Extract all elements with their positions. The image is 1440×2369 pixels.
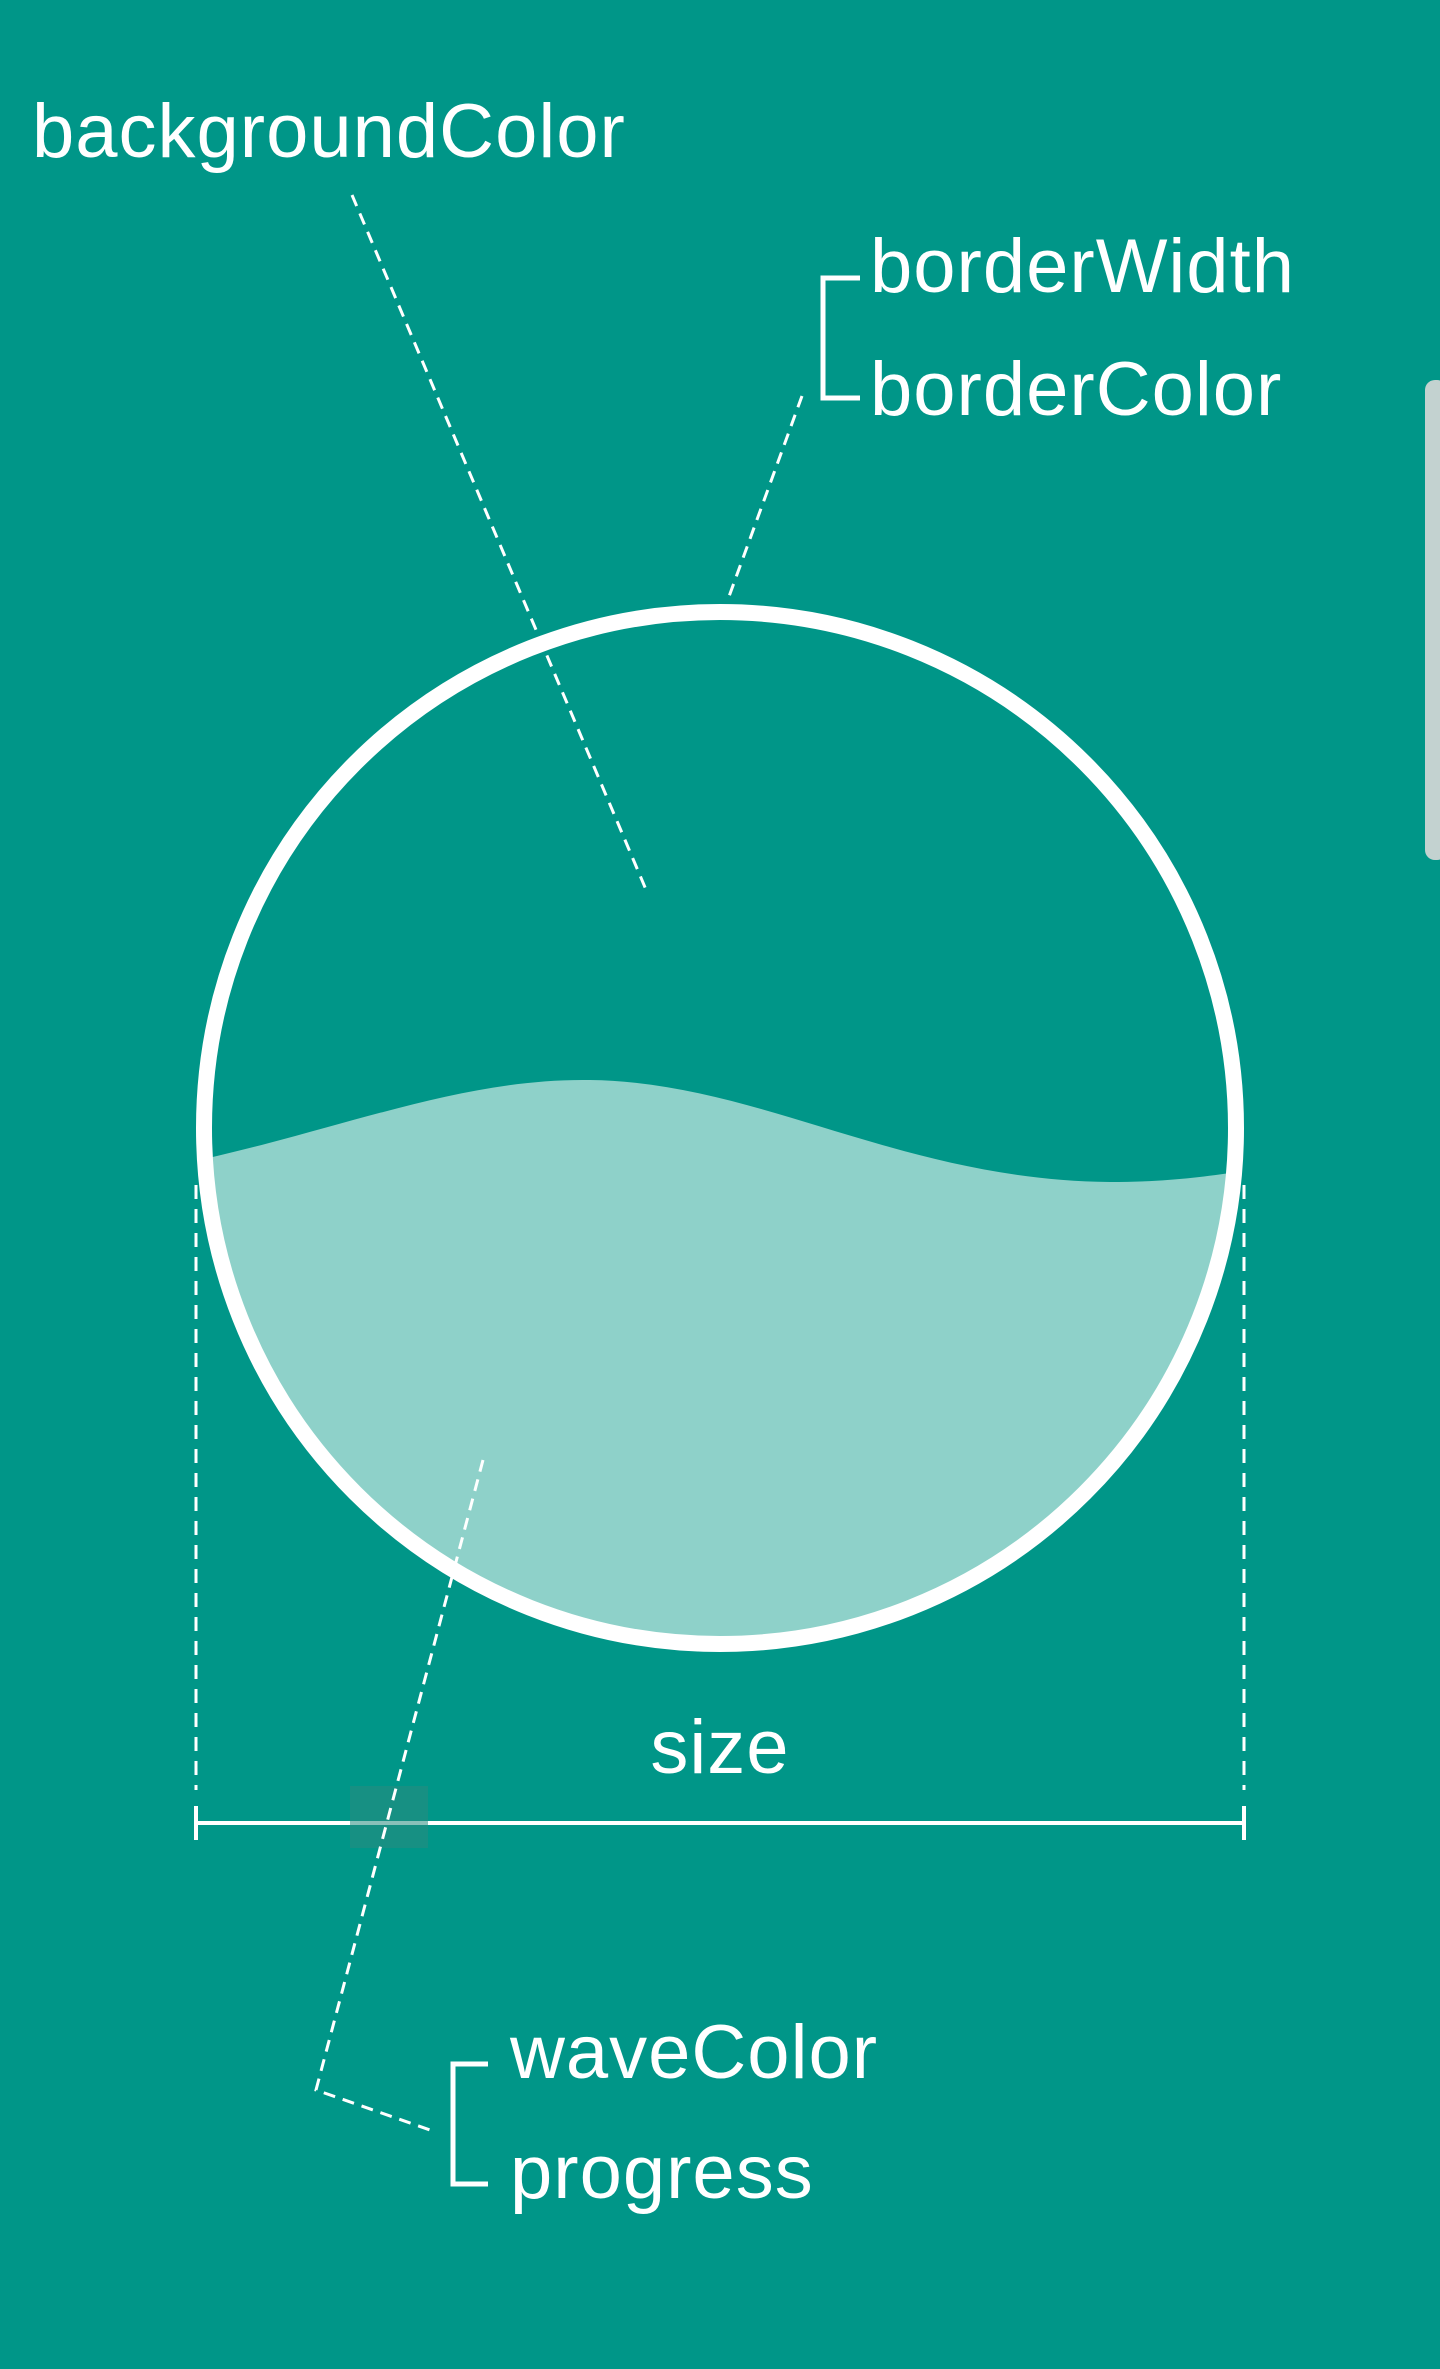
- background-color-leader: [350, 194, 649, 893]
- label-border-width: borderWidth: [870, 224, 1295, 309]
- wave-fill: [204, 1079, 1236, 1644]
- wave-bracket: [450, 2061, 488, 2187]
- label-progress: progress: [510, 2130, 814, 2215]
- scrollbar-thumb[interactable]: [1425, 380, 1440, 860]
- label-border-color: borderColor: [870, 347, 1282, 432]
- label-wave-color: waveColor: [509, 2010, 878, 2095]
- circle-border: [196, 604, 1244, 1652]
- label-background-color: backgroundColor: [32, 89, 626, 174]
- border-leader: [725, 395, 804, 603]
- border-bracket: [820, 275, 860, 401]
- wave-leader: [314, 1459, 485, 2132]
- label-size: size: [650, 1705, 789, 1790]
